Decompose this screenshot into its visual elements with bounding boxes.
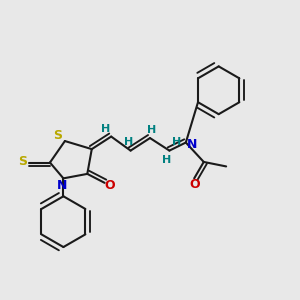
Text: H: H <box>124 137 134 147</box>
Text: S: S <box>19 154 28 167</box>
Text: H: H <box>147 125 156 135</box>
Text: O: O <box>190 178 200 191</box>
Text: H: H <box>100 124 110 134</box>
Text: N: N <box>187 137 198 151</box>
Text: S: S <box>53 129 62 142</box>
Text: N: N <box>57 179 67 192</box>
Text: O: O <box>105 179 115 192</box>
Text: H: H <box>172 137 182 147</box>
Text: H: H <box>162 154 171 165</box>
